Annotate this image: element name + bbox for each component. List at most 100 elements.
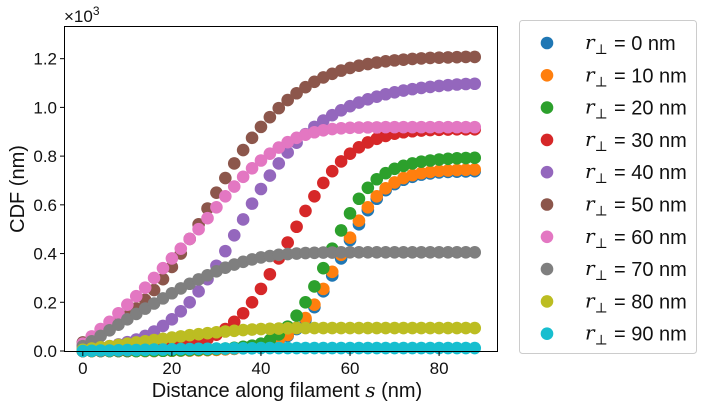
data-point (147, 343, 161, 356)
legend-label: = 60 nm (614, 227, 687, 249)
data-point (290, 86, 303, 100)
data-point (254, 120, 268, 134)
data-point (121, 298, 134, 312)
data-point (192, 285, 205, 298)
legend-symbol: r⊥ (585, 62, 608, 90)
data-point (414, 120, 428, 134)
data-point (432, 321, 446, 335)
data-point (219, 190, 232, 203)
data-point (423, 120, 437, 134)
y-tick-label: 1.2 (33, 50, 57, 69)
data-point (406, 321, 419, 335)
data-point (236, 213, 250, 226)
data-point (138, 281, 152, 294)
legend-symbol: r⊥ (585, 127, 608, 155)
data-point (147, 271, 161, 285)
data-point (441, 164, 455, 177)
y-tick-label: 0.2 (33, 293, 57, 312)
data-point (254, 282, 268, 296)
legend-item: r⊥ = 30 nm (540, 127, 687, 155)
data-point (254, 322, 268, 336)
legend-label: = 70 nm (614, 259, 687, 281)
data-point (352, 246, 366, 259)
data-point (317, 176, 330, 190)
data-point (325, 321, 339, 335)
x-tick-label: 0 (78, 359, 87, 378)
legend-symbol: r⊥ (585, 95, 608, 123)
data-point (379, 321, 392, 335)
data-point (138, 343, 152, 357)
data-point (432, 120, 446, 134)
data-point (219, 171, 232, 185)
y-tick-label: 0.0 (33, 342, 57, 361)
data-point (201, 211, 214, 225)
data-point (459, 77, 473, 91)
legend-marker (540, 69, 554, 82)
data-point (352, 121, 366, 134)
plot-frame (64, 26, 498, 352)
legend-frame (519, 20, 697, 354)
x-tick-label: 80 (430, 359, 449, 378)
data-point (254, 182, 268, 196)
legend-label: = 10 nm (614, 65, 687, 87)
data-point (263, 322, 277, 336)
data-point (352, 214, 366, 227)
data-point (245, 295, 259, 309)
x-tick-label: 60 (341, 359, 360, 378)
legend-label: = 90 nm (614, 324, 687, 346)
data-point (361, 121, 375, 134)
data-point (441, 321, 455, 335)
legend-item: r⊥ = 90 nm (540, 321, 687, 349)
data-point (468, 50, 482, 64)
data-point (450, 50, 464, 64)
legend-marker (540, 165, 554, 179)
data-point (227, 157, 241, 170)
data-point (121, 343, 134, 357)
legend-marker (540, 133, 554, 147)
data-point (468, 163, 482, 176)
legend-label: = 80 nm (614, 291, 687, 313)
data-point (281, 93, 294, 107)
data-point (379, 120, 392, 134)
data-point (397, 246, 410, 259)
data-point (317, 321, 330, 335)
data-point (317, 261, 330, 275)
data-point (236, 143, 250, 157)
data-point (370, 190, 384, 203)
data-point (210, 200, 223, 214)
legend-symbol: r⊥ (585, 288, 608, 316)
data-point (272, 101, 286, 115)
legend-marker (540, 198, 554, 211)
data-point (290, 220, 303, 234)
y-tick-label: 0.8 (33, 147, 57, 166)
data-point (441, 246, 455, 259)
data-point (397, 321, 410, 335)
legend-item: r⊥ = 20 nm (540, 95, 687, 123)
data-point (263, 110, 277, 124)
data-point (397, 120, 410, 134)
data-point (165, 313, 179, 326)
series-8 (76, 321, 482, 357)
data-point (308, 321, 321, 335)
data-point (441, 120, 455, 134)
data-point (459, 246, 473, 259)
data-point (432, 164, 446, 178)
data-point (165, 342, 179, 356)
data-point (281, 236, 294, 249)
data-point (334, 321, 348, 335)
legend: r⊥ = 0 nm r⊥ = 10 nm r⊥ = 20 nm r⊥ = 30 nm r⊥ = 4… (519, 20, 697, 354)
data-point (361, 246, 375, 259)
legend-label: = 30 nm (614, 130, 687, 152)
data-point (308, 280, 321, 293)
data-point (450, 78, 464, 91)
data-point (388, 246, 401, 259)
legend-marker (540, 101, 554, 114)
data-point (414, 246, 428, 259)
data-point (450, 321, 464, 335)
data-point (85, 344, 99, 358)
data-point (174, 304, 188, 318)
legend-symbol: r⊥ (585, 192, 608, 220)
data-point (227, 315, 241, 329)
data-point (468, 77, 482, 91)
